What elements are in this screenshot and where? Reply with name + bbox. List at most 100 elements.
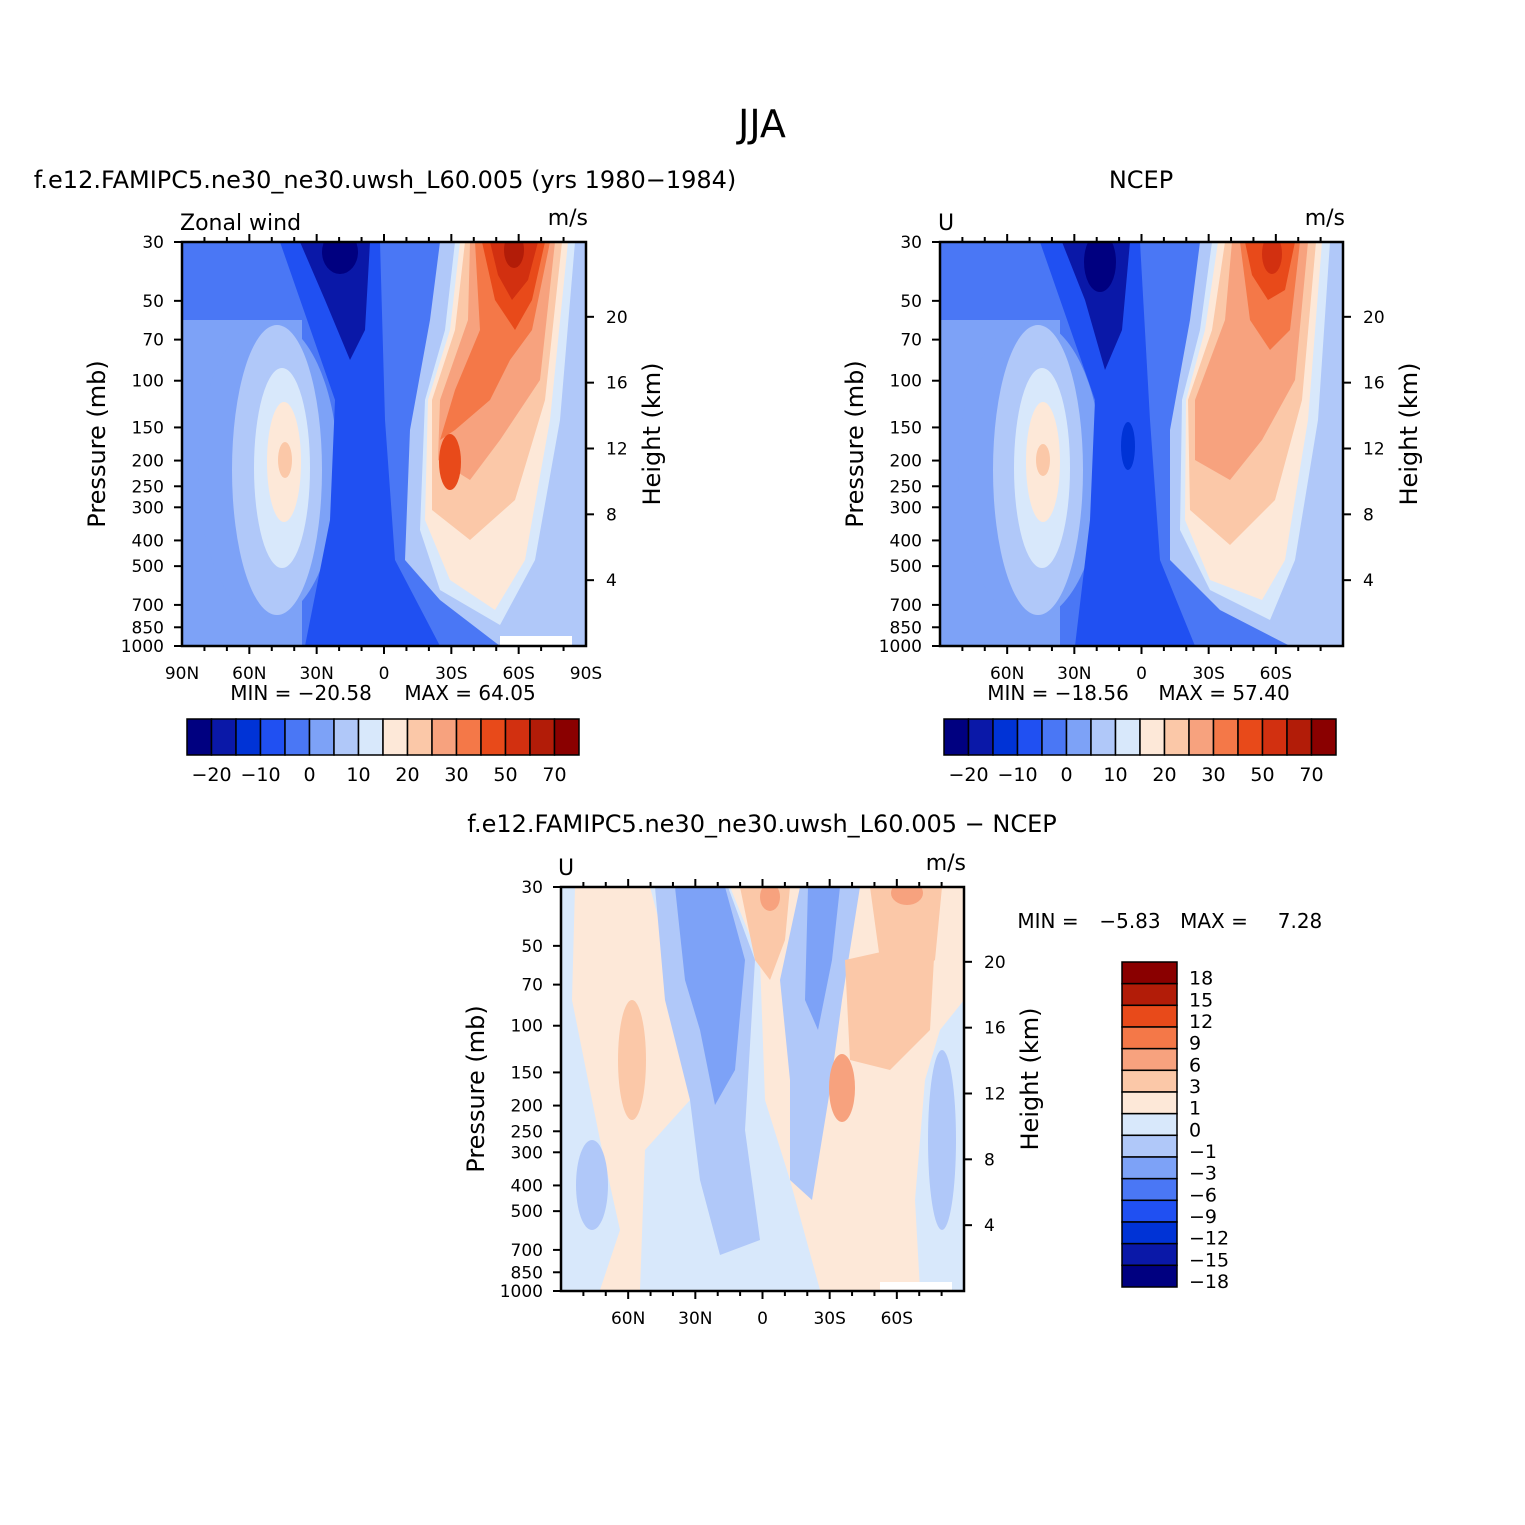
- colorbar-label: −18: [1189, 1271, 1229, 1293]
- y-tick-label: 50: [900, 292, 922, 312]
- panel-diff-axes: 305070100150200250300400500700850100060N…: [462, 878, 1044, 1329]
- y-tick-label: 50: [521, 937, 543, 957]
- colorbar-label: 9: [1189, 1033, 1201, 1055]
- colorbar-label: 30: [444, 764, 468, 786]
- colorbar-box: [1121, 1264, 1178, 1288]
- y-tick-label: 250: [890, 477, 922, 497]
- y2-tick-label: 20: [606, 308, 628, 328]
- y-tick-label: 850: [132, 618, 164, 638]
- colorbar-box: [284, 718, 311, 756]
- panel-model-colorbar: −20 −10 0 10 20 30 50 70: [186, 718, 580, 786]
- contour-easterly-core: [1084, 242, 1116, 292]
- colorbar-label: 3: [1189, 1076, 1201, 1098]
- panel-diff-title: f.e12.FAMIPC5.ne30_ne30.uwsh_L60.005 − N…: [467, 810, 1056, 838]
- y-tick-label: 300: [890, 498, 922, 518]
- colorbar-box: [333, 718, 360, 756]
- contour-easterly-outer: [280, 242, 440, 646]
- y-tick-label: 30: [142, 233, 164, 253]
- x-tick-label: 30N: [299, 664, 333, 684]
- y2-axis-label: Height (km): [1016, 1008, 1044, 1151]
- contour-left-neg: [576, 1140, 608, 1230]
- colorbar-box: [431, 718, 458, 756]
- y2-tick-label: 8: [606, 505, 617, 525]
- colorbar-box: [553, 718, 580, 756]
- colorbar-box: [1121, 1091, 1178, 1115]
- x-tick-label: 90N: [165, 664, 199, 684]
- y-tick-label: 400: [890, 531, 922, 551]
- y-tick-label: 500: [132, 557, 164, 577]
- contour-pos-mid: [845, 940, 935, 1070]
- y2-tick-label: 16: [606, 374, 628, 394]
- colorbar-box: [504, 718, 531, 756]
- colorbar-box: [1090, 718, 1117, 756]
- colorbar-box: [1121, 1242, 1178, 1267]
- x-tick-label: 60N: [232, 664, 266, 684]
- colorbar-label: 70: [542, 764, 566, 786]
- colorbar-box: [1121, 1069, 1178, 1093]
- colorbar-label: 0: [1189, 1119, 1201, 1141]
- y-tick-label: 100: [511, 1017, 543, 1037]
- colorbar-box: [1286, 718, 1313, 756]
- contour-easterly-mid: [300, 242, 370, 360]
- colorbar-box: [1016, 718, 1043, 756]
- panel-ncep-units: m/s: [1305, 206, 1345, 231]
- panel-diff-units: m/s: [926, 851, 966, 876]
- colorbar-box: [967, 718, 994, 756]
- colorbar-box: [1121, 1026, 1178, 1050]
- colorbar-label: 12: [1189, 1011, 1213, 1033]
- contour-pos-center: [740, 887, 790, 980]
- y-tick-label: 70: [521, 976, 543, 996]
- colorbar-label: −9: [1189, 1206, 1217, 1228]
- y-axis-label: Pressure (mb): [462, 1005, 490, 1172]
- panel-ncep-contours: [940, 242, 1343, 646]
- x-tick-label: 60S: [1260, 664, 1292, 684]
- colorbar-label: −15: [1189, 1249, 1229, 1271]
- x-tick-label: 30S: [813, 1309, 845, 1329]
- y-tick-label: 100: [890, 372, 922, 392]
- y2-axis-label: Height (km): [1395, 363, 1423, 506]
- y2-axis-label: Height (km): [638, 363, 666, 506]
- colorbar-label: −20: [948, 764, 988, 786]
- colorbar-label: 20: [395, 764, 419, 786]
- colorbar-box: [210, 718, 237, 756]
- panel-ncep-axes: 305070100150200250300400500700850100060N…: [841, 233, 1423, 684]
- y-tick-label: 850: [511, 1263, 543, 1283]
- colorbar-label: 1: [1189, 1098, 1201, 1120]
- colorbar-label: 20: [1152, 764, 1176, 786]
- panel-model-axes: 305070100150200250300400500700850100090N…: [83, 233, 666, 684]
- colorbar-box: [1121, 1199, 1178, 1223]
- x-tick-label: 90S: [570, 664, 602, 684]
- colorbar-box: [382, 718, 409, 756]
- y2-tick-label: 8: [1363, 505, 1374, 525]
- colorbar-label: 15: [1189, 989, 1213, 1011]
- colorbar-label: 0: [303, 764, 315, 786]
- y-tick-label: 400: [511, 1176, 543, 1196]
- contour-missing-surface: [500, 636, 572, 646]
- colorbar-box: [1121, 1221, 1178, 1245]
- colorbar-box: [1261, 718, 1288, 756]
- y-tick-label: 850: [890, 618, 922, 638]
- contour-easterly-core: [322, 242, 358, 274]
- colorbar-box: [1188, 718, 1215, 756]
- y2-tick-label: 12: [1363, 439, 1385, 459]
- panel-model-contours: [182, 242, 586, 646]
- y2-tick-label: 12: [984, 1084, 1006, 1104]
- y-tick-label: 300: [511, 1143, 543, 1163]
- colorbar-box: [1121, 1047, 1178, 1072]
- y2-tick-label: 16: [1363, 374, 1385, 394]
- colorbar-box: [1310, 718, 1337, 756]
- colorbar-box: [186, 718, 213, 756]
- panel-model-min: MIN = −20.58: [230, 681, 372, 705]
- y-tick-label: 1000: [121, 637, 164, 657]
- x-tick-label: 30N: [1057, 664, 1091, 684]
- x-tick-label: 30N: [678, 1309, 712, 1329]
- contour-polar-jet-2: [490, 242, 538, 300]
- panel-ncep-max: MAX = 57.40: [1158, 681, 1289, 705]
- y-tick-label: 700: [511, 1241, 543, 1261]
- colorbar-label: 10: [346, 764, 370, 786]
- panel-diff-contours: [561, 887, 964, 1291]
- contour-polar-jet-core: [504, 242, 524, 268]
- colorbar-label: 18: [1189, 968, 1213, 990]
- contour-pos-mid-core: [829, 1054, 855, 1122]
